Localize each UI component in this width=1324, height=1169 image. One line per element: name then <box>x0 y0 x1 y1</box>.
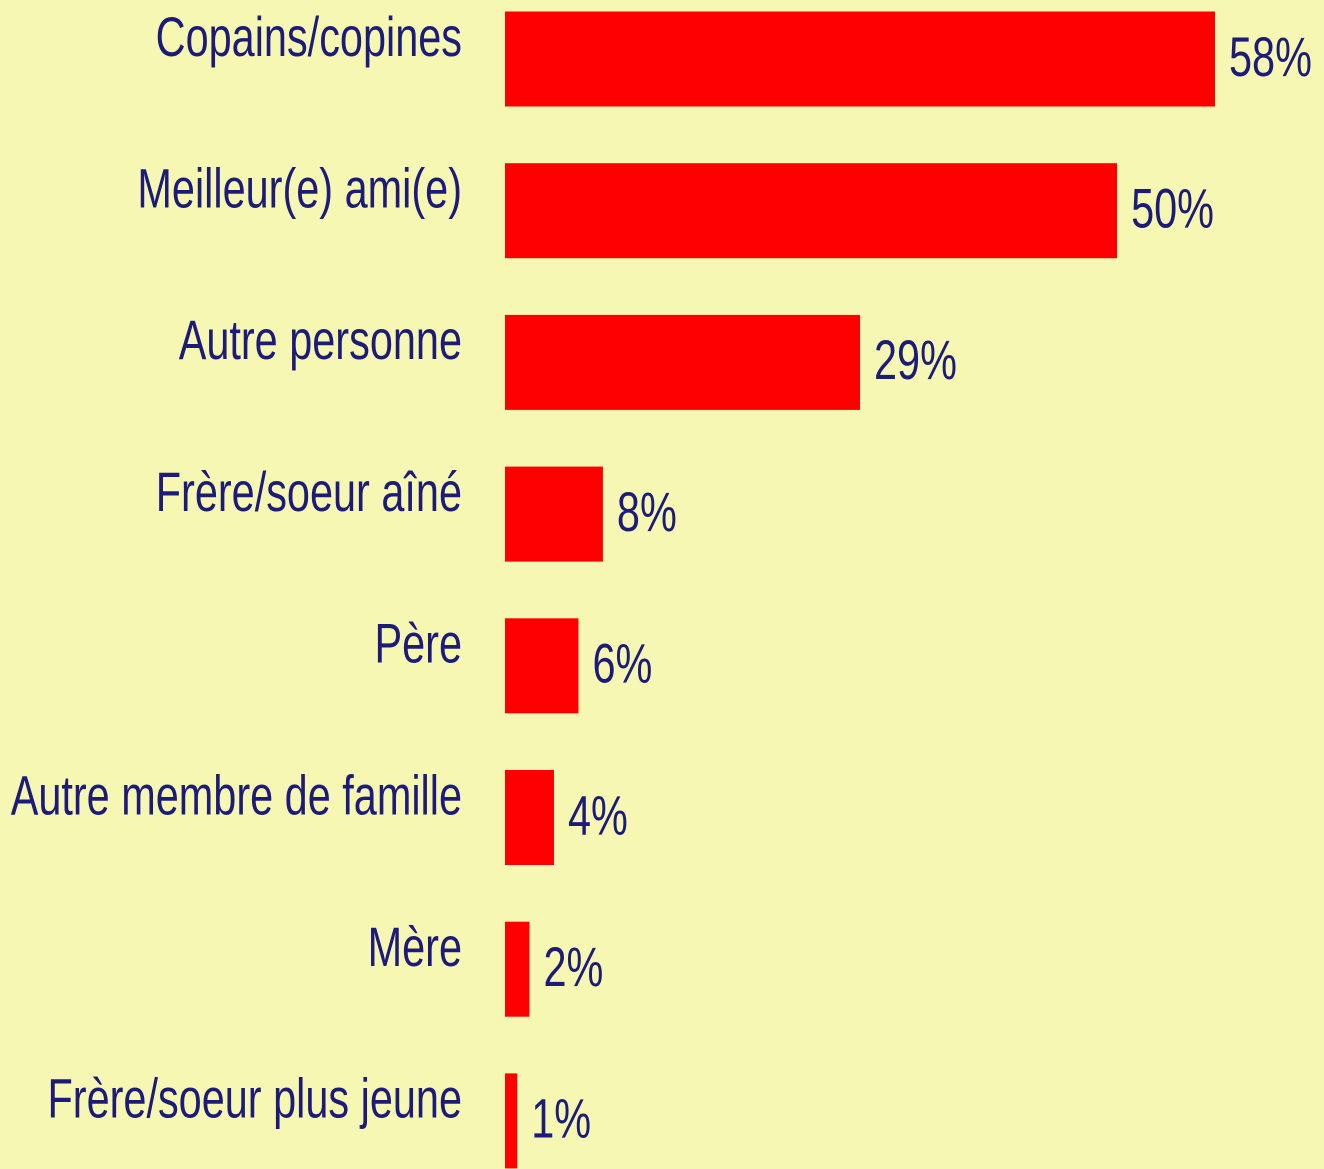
value-label: 29% <box>874 329 957 392</box>
bar <box>505 1073 518 1169</box>
category-label: Mère <box>368 916 462 979</box>
value-label: 8% <box>617 481 677 544</box>
category-label: Frère/soeur plus jeune <box>47 1068 462 1131</box>
category-label: Copains/copines <box>156 6 462 69</box>
value-label: 50% <box>1131 177 1214 240</box>
value-label: 58% <box>1229 26 1312 89</box>
bar <box>505 770 554 865</box>
bar <box>505 163 1118 259</box>
bar <box>505 618 579 714</box>
category-label: Meilleur(e) ami(e) <box>137 157 462 220</box>
value-label: 6% <box>592 633 652 696</box>
bar <box>505 921 530 1017</box>
category-label: Père <box>374 613 462 676</box>
bar <box>505 11 1215 107</box>
bar <box>505 314 860 410</box>
bar <box>505 466 603 562</box>
value-label: 1% <box>531 1088 591 1151</box>
category-label: Autre membre de famille <box>11 764 462 827</box>
value-label: 4% <box>568 784 628 847</box>
value-label: 2% <box>543 936 603 999</box>
category-label: Frère/soeur aîné <box>156 461 462 524</box>
category-label: Autre personne <box>179 309 462 372</box>
